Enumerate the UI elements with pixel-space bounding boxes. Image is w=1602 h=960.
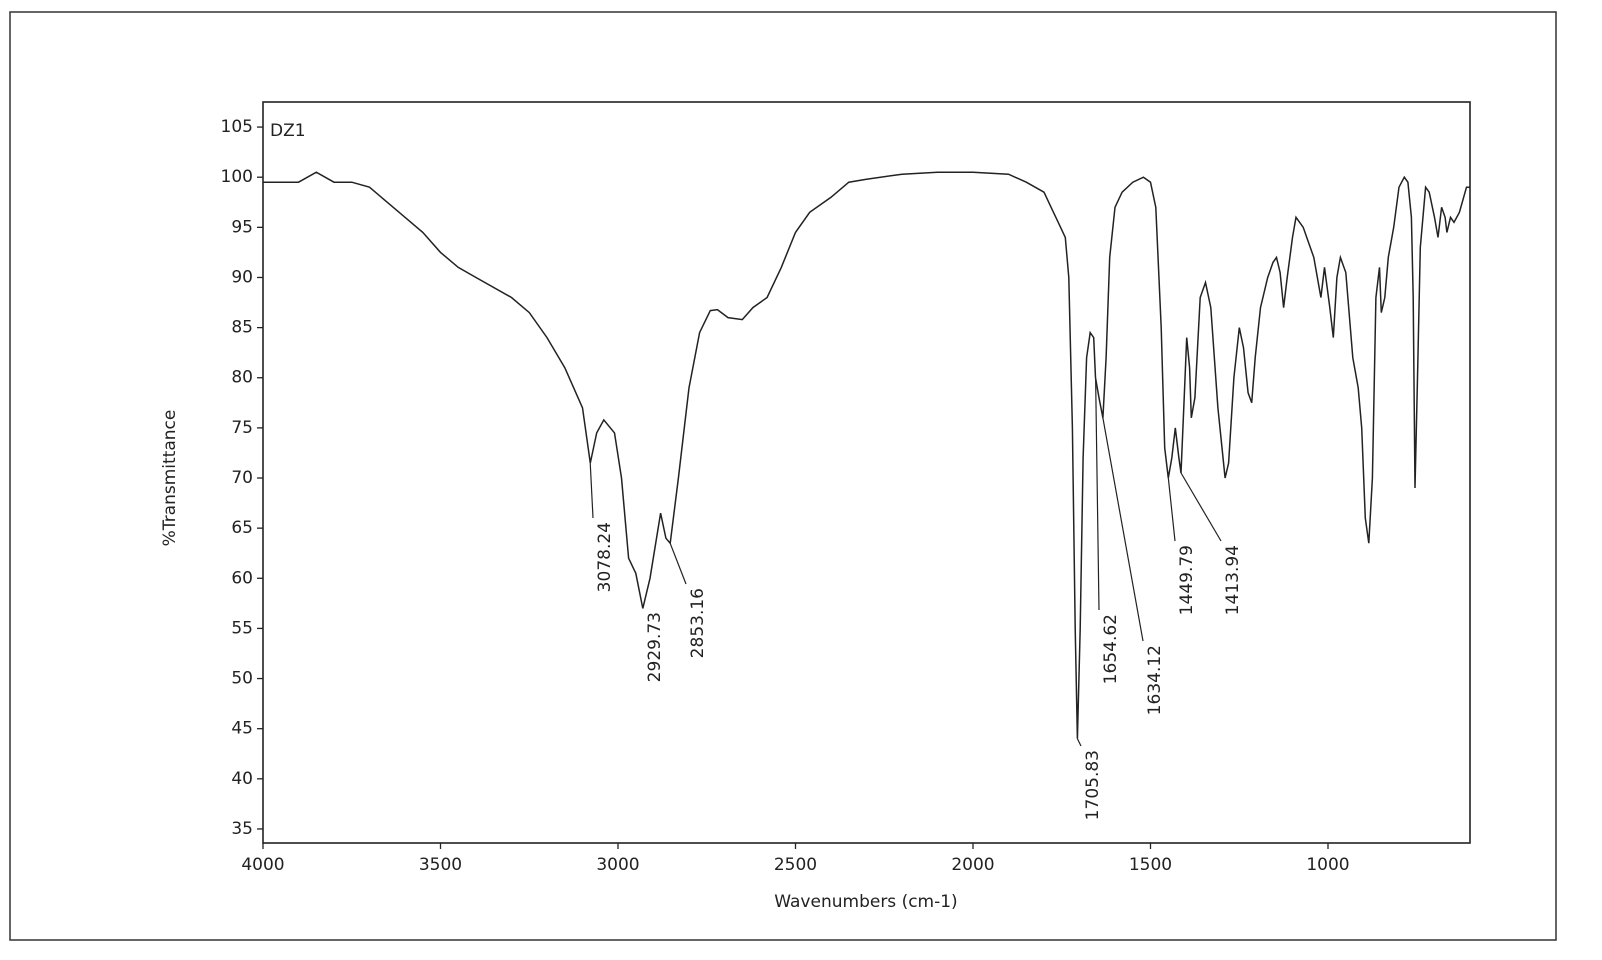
peak-label: 1654.62 xyxy=(1101,614,1121,684)
x-tick-label: 3500 xyxy=(419,855,462,875)
x-axis-label: Wavenumbers (cm-1) xyxy=(774,892,957,912)
peak-label: 3078.24 xyxy=(595,522,615,592)
y-tick-label: 45 xyxy=(231,719,253,739)
y-tick-label: 100 xyxy=(221,167,253,187)
peak-label: 1634.12 xyxy=(1145,645,1165,715)
x-tick-label: 1000 xyxy=(1306,855,1349,875)
x-tick-label: 2000 xyxy=(951,855,994,875)
peak-label: 1449.79 xyxy=(1177,545,1197,615)
y-tick-label: 85 xyxy=(231,318,253,338)
peak-leader xyxy=(1167,477,1176,542)
peak-leader xyxy=(1095,377,1100,611)
frame xyxy=(9,11,1557,941)
x-tick-label: 1500 xyxy=(1129,855,1172,875)
y-tick-label: 35 xyxy=(231,819,253,839)
y-tick-label: 90 xyxy=(231,267,253,287)
y-tick-label: 75 xyxy=(231,418,253,438)
plot-area xyxy=(262,101,1471,844)
y-tick-label: 105 xyxy=(221,117,253,137)
peak-leader xyxy=(669,542,687,585)
y-tick-label: 95 xyxy=(231,217,253,237)
y-tick-label: 80 xyxy=(231,368,253,388)
peak-label: 1413.94 xyxy=(1223,545,1243,615)
spectrum-line xyxy=(263,171,1470,739)
y-axis-label: %Transmittance xyxy=(160,410,180,547)
y-tick-label: 60 xyxy=(231,568,253,588)
sample-name: DZ1 xyxy=(270,121,306,141)
peak-leader xyxy=(1102,417,1144,642)
y-tick-label: 55 xyxy=(231,618,253,638)
x-tick-label: 2500 xyxy=(774,855,817,875)
x-tick-label: 3000 xyxy=(596,855,639,875)
y-tick-label: 70 xyxy=(231,468,253,488)
y-tick-label: 50 xyxy=(231,669,253,689)
y-tick-label: 40 xyxy=(231,769,253,789)
peak-leader xyxy=(589,462,594,519)
peak-label: 2929.73 xyxy=(645,612,665,682)
peak-leader xyxy=(1180,472,1222,542)
y-tick-label: 65 xyxy=(231,518,253,538)
x-tick-label: 4000 xyxy=(241,855,284,875)
peak-label: 2853.16 xyxy=(688,588,708,658)
peak-label: 1705.83 xyxy=(1083,750,1103,820)
peak-leader xyxy=(1076,738,1082,747)
